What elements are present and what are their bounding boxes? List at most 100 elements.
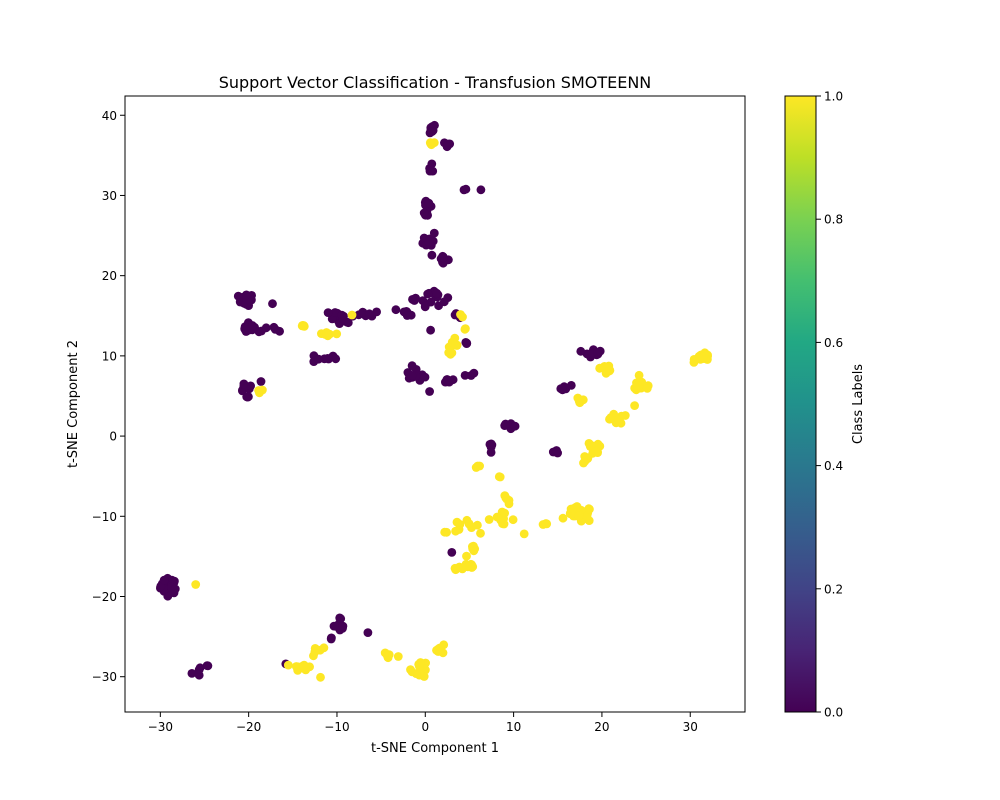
colorbar [784,95,817,713]
point-class-0 [406,310,416,320]
point-class-1 [456,310,465,319]
point-class-0 [338,621,348,631]
y-tick-label: −10 [92,510,117,524]
point-class-0 [243,392,253,402]
point-class-0 [239,379,249,389]
x-tick-label: −20 [236,720,261,734]
point-class-0 [425,166,435,176]
point-class-0 [326,634,336,644]
point-class-1 [455,520,465,529]
colorbar-label: Class Labels [851,364,866,444]
point-class-0 [187,669,197,678]
colorbar-tick-label: 0.8 [824,213,843,227]
point-class-1 [541,519,551,528]
point-class-1 [460,324,470,334]
point-class-0 [423,289,433,299]
point-class-1 [347,310,357,320]
point-class-0 [365,309,374,319]
point-class-1 [451,526,460,536]
point-class-0 [240,324,250,334]
point-class-0 [443,139,453,149]
point-class-1 [495,472,505,482]
point-class-0 [330,308,340,317]
x-tick-label: 20 [594,720,609,734]
plot-frame [124,95,746,713]
x-tick-label: 10 [506,720,521,734]
point-class-1 [316,672,325,682]
point-class-0 [159,575,169,585]
x-tick-label: −10 [324,720,349,734]
point-class-0 [460,371,470,380]
x-axis-label: t-SNE Component 1 [371,741,499,756]
point-class-1 [450,563,460,573]
colorbar-tick-label: 0.2 [824,582,843,596]
point-class-1 [595,363,605,373]
point-class-1 [444,348,454,357]
point-class-0 [246,381,256,391]
point-class-1 [332,329,342,339]
point-class-1 [310,644,320,653]
point-class-1 [484,515,494,524]
colorbar-tick-label: 1.0 [824,90,843,104]
point-class-0 [576,346,586,356]
colorbar-ticks: 0.0 0.2 0.4 0.6 0.8 1.0 [816,90,843,720]
point-class-1 [462,551,471,561]
point-class-0 [427,250,437,260]
y-axis-label: t-SNE Component 2 [66,340,81,468]
point-class-0 [469,368,479,378]
point-class-1 [500,508,509,518]
point-class-0 [337,310,347,320]
point-class-0 [557,384,567,393]
point-class-0 [247,321,257,330]
point-class-0 [486,448,496,457]
point-class-1 [468,562,478,572]
point-class-0 [411,293,420,303]
point-class-0 [445,376,455,385]
point-class-0 [439,252,448,262]
point-class-0 [256,377,266,386]
point-class-1 [582,511,592,521]
point-class-1 [462,515,472,525]
point-class-1 [504,495,514,505]
point-class-1 [393,652,403,661]
point-class-1 [634,370,644,380]
point-class-0 [391,305,401,315]
point-class-0 [595,346,605,356]
point-class-0 [314,354,323,364]
point-class-0 [254,327,264,337]
point-class-0 [323,308,333,317]
point-class-1 [440,527,450,537]
y-tick-label: 40 [102,109,117,123]
y-tick-label: 30 [102,189,117,203]
point-class-0 [476,185,486,195]
point-class-1 [459,563,468,573]
point-class-1 [427,140,436,150]
point-class-0 [331,354,341,364]
x-axis: −30 −20 −10 0 10 20 30 [148,712,698,734]
point-class-1 [447,337,457,347]
point-class-0 [420,302,430,312]
point-class-1 [558,513,568,523]
point-class-1 [698,352,708,362]
point-class-0 [424,237,434,247]
point-class-1 [383,651,392,661]
point-class-0 [270,325,280,334]
point-class-1 [583,454,592,464]
chart-title: Support Vector Classification - Transfus… [219,73,652,92]
point-class-1 [642,384,652,393]
point-class-0 [420,372,430,382]
point-class-1 [508,515,518,525]
y-tick-label: −20 [92,590,117,604]
point-class-0 [427,127,437,136]
point-class-0 [419,208,429,218]
point-class-1 [591,446,601,456]
point-class-1 [633,381,642,390]
y-tick-label: 10 [102,349,117,363]
point-class-0 [510,421,520,431]
point-class-0 [407,371,417,380]
point-class-0 [194,665,204,674]
x-tick-label: 30 [683,720,698,734]
point-class-1 [309,651,318,661]
point-class-0 [336,614,346,624]
point-class-1 [297,321,307,331]
